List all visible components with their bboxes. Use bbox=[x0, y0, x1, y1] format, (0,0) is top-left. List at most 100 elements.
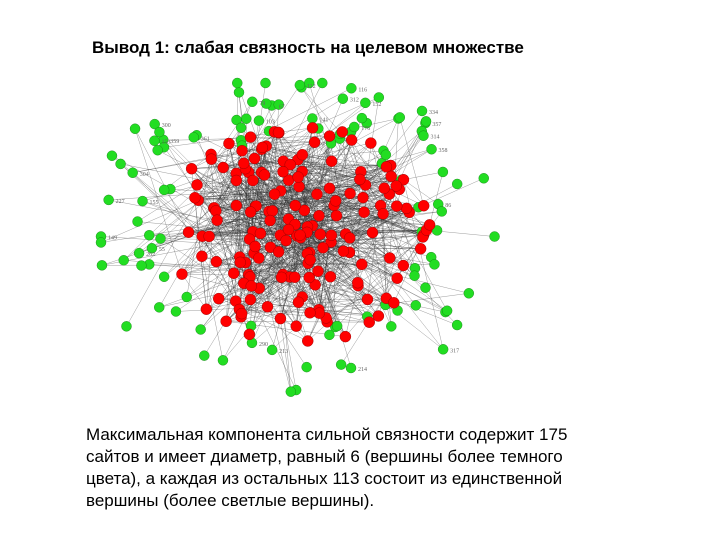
peripheral-node bbox=[95, 237, 107, 248]
core-node bbox=[247, 174, 259, 187]
peripheral-node bbox=[301, 361, 312, 373]
core-node bbox=[323, 130, 336, 142]
core-node bbox=[274, 312, 287, 325]
peripheral-node bbox=[266, 344, 278, 356]
graph-edge bbox=[278, 251, 390, 259]
peripheral-node bbox=[489, 231, 500, 242]
node-label: 357 bbox=[432, 122, 441, 128]
graph-edge bbox=[214, 104, 279, 208]
core-node bbox=[292, 296, 305, 308]
graph-nodes bbox=[95, 77, 500, 397]
peripheral-node bbox=[261, 98, 272, 109]
core-node bbox=[378, 182, 390, 194]
peripheral-node bbox=[294, 79, 306, 91]
graph-edge bbox=[164, 189, 251, 300]
graph-edge bbox=[429, 171, 444, 225]
graph-edge bbox=[262, 98, 343, 148]
core-node bbox=[357, 191, 369, 204]
core-node bbox=[302, 335, 314, 347]
peripheral-node bbox=[149, 135, 160, 146]
core-node bbox=[223, 137, 235, 150]
peripheral-node bbox=[217, 355, 229, 366]
graph-edge bbox=[342, 131, 359, 286]
graph-edge bbox=[283, 160, 402, 180]
graph-edge bbox=[351, 139, 448, 311]
peripheral-node bbox=[129, 123, 141, 134]
graph-edge bbox=[329, 135, 416, 269]
peripheral-node bbox=[241, 113, 252, 124]
core-node bbox=[254, 227, 267, 240]
graph-edge bbox=[164, 180, 254, 277]
graph-edge bbox=[261, 149, 281, 191]
core-node bbox=[423, 219, 436, 231]
graph-edge bbox=[399, 117, 424, 206]
node-label: 314 bbox=[430, 135, 439, 141]
graph-edge bbox=[175, 306, 268, 312]
core-node bbox=[213, 292, 225, 305]
core-node bbox=[414, 243, 427, 255]
core-node bbox=[317, 242, 329, 254]
node-label: 262 bbox=[146, 252, 155, 258]
core-node bbox=[182, 226, 195, 238]
graph-edge bbox=[236, 117, 400, 206]
graph-edge bbox=[280, 318, 291, 392]
core-node bbox=[330, 209, 343, 222]
graph-edge bbox=[141, 127, 313, 266]
peripheral-node bbox=[429, 259, 440, 270]
node-label: 317 bbox=[450, 348, 459, 354]
core-node bbox=[248, 152, 261, 165]
core-node bbox=[200, 303, 213, 315]
core-node bbox=[372, 310, 385, 322]
graph-edge bbox=[149, 235, 287, 241]
core-node bbox=[238, 157, 250, 170]
graph-edge bbox=[260, 146, 267, 234]
peripheral-node bbox=[146, 243, 158, 254]
peripheral-node bbox=[437, 344, 449, 355]
node-label: 312 bbox=[350, 98, 359, 104]
core-node bbox=[289, 199, 301, 212]
slide-caption: Максимальная компонента сильной связност… bbox=[86, 425, 568, 510]
node-label: 214 bbox=[358, 367, 367, 373]
core-node bbox=[304, 307, 316, 319]
graph-edge bbox=[329, 229, 427, 335]
peripheral-node bbox=[103, 194, 114, 206]
core-node bbox=[377, 208, 389, 220]
core-node bbox=[312, 265, 324, 277]
graph-edge bbox=[194, 173, 237, 198]
graph-edge bbox=[239, 309, 308, 342]
graph-edge bbox=[251, 302, 299, 344]
core-node bbox=[400, 202, 413, 215]
peripheral-node bbox=[96, 260, 108, 271]
peripheral-node bbox=[416, 105, 428, 117]
peripheral-node bbox=[121, 321, 132, 332]
graph-edge bbox=[255, 206, 297, 327]
graph-edge bbox=[228, 143, 407, 209]
core-node bbox=[311, 188, 323, 200]
core-node bbox=[344, 187, 356, 200]
peripheral-node bbox=[451, 319, 463, 331]
core-node bbox=[308, 136, 321, 148]
node-label: 153 bbox=[161, 140, 170, 146]
graph-edge bbox=[194, 130, 270, 198]
peripheral-node bbox=[195, 324, 206, 335]
peripheral-node bbox=[233, 87, 245, 98]
graph-edge bbox=[297, 142, 371, 160]
graph-edge bbox=[281, 277, 398, 311]
graph-edge bbox=[282, 176, 392, 275]
core-node bbox=[230, 199, 243, 212]
slide-title: Вывод 1: слабая связность на целевом мно… bbox=[92, 38, 524, 57]
core-node bbox=[293, 180, 305, 193]
peripheral-node bbox=[132, 216, 143, 227]
core-node bbox=[234, 256, 246, 269]
graph-edge bbox=[278, 132, 330, 189]
graph-edge bbox=[134, 128, 183, 275]
core-node bbox=[284, 158, 296, 171]
core-node bbox=[417, 200, 430, 212]
peripheral-node bbox=[149, 118, 160, 130]
core-node bbox=[220, 315, 232, 327]
node-label: 304 bbox=[140, 172, 149, 178]
peripheral-node bbox=[337, 93, 349, 104]
graph-edge bbox=[299, 149, 432, 187]
core-node bbox=[266, 205, 279, 217]
peripheral-node bbox=[199, 350, 210, 361]
